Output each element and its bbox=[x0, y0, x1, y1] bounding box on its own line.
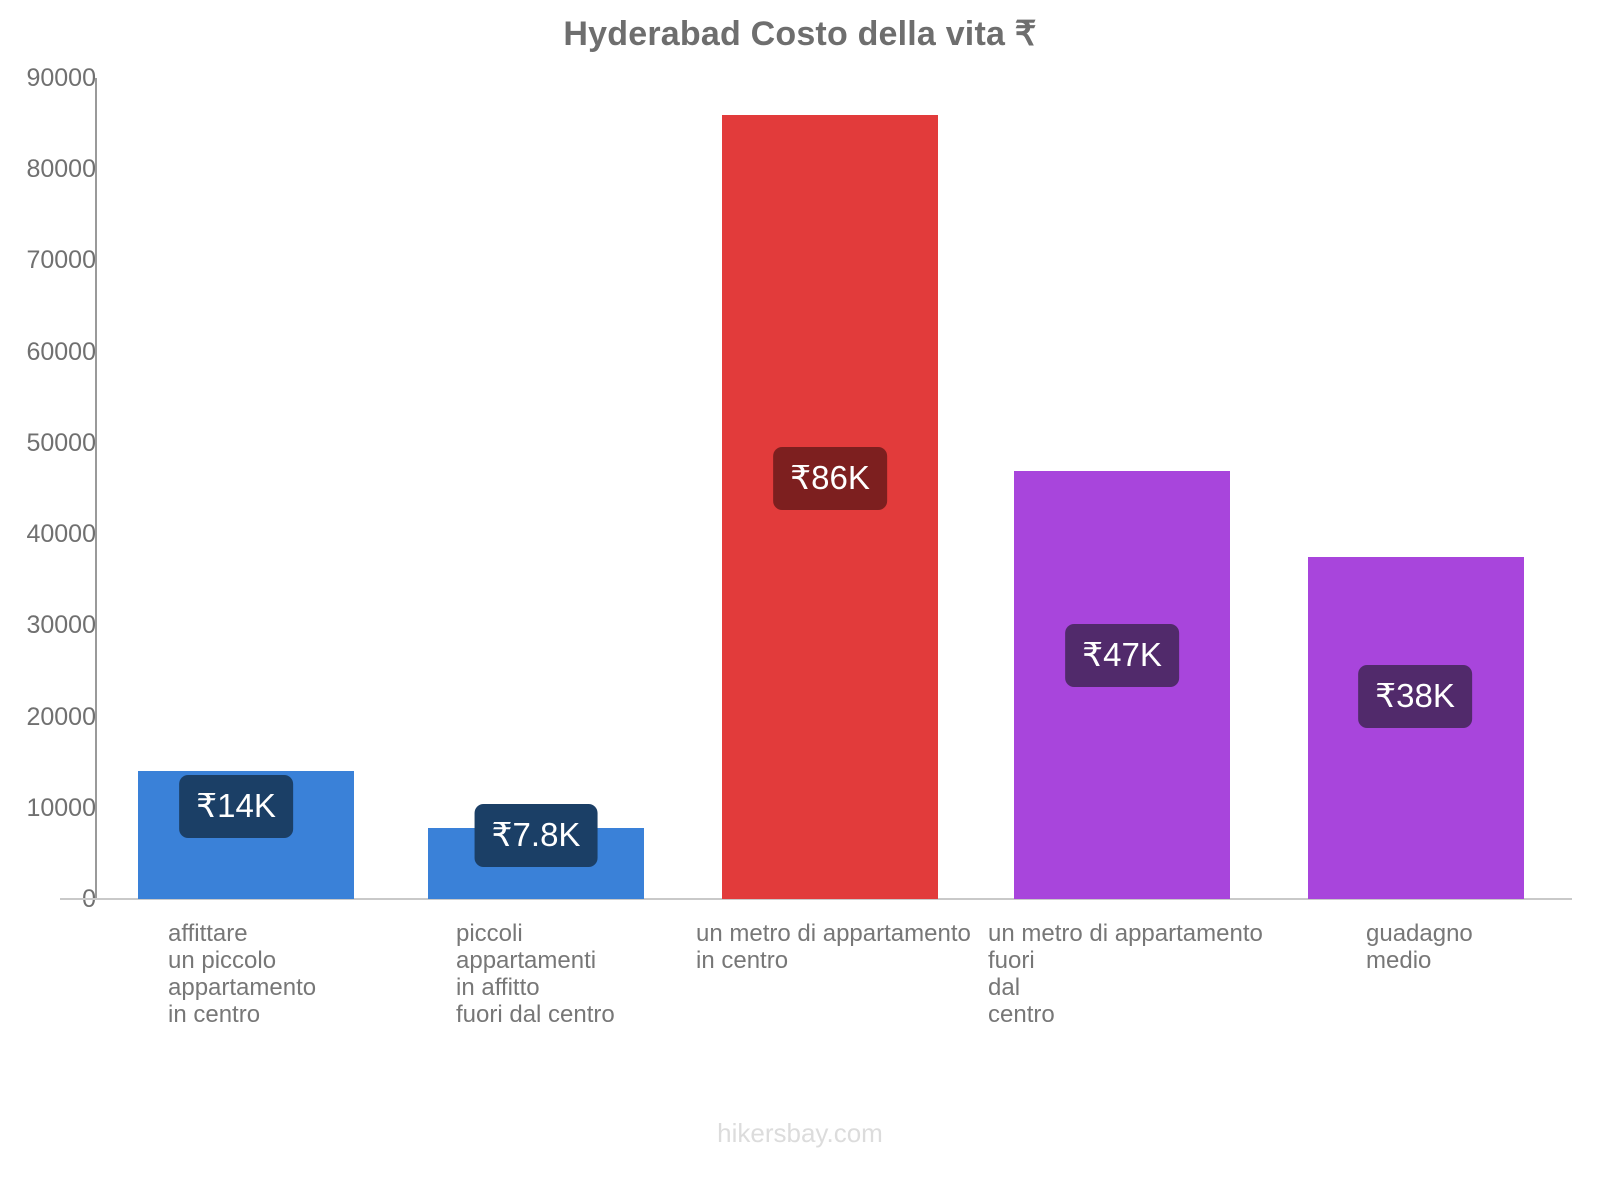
y-axis-tick: 20000 bbox=[26, 702, 96, 731]
page-title: Hyderabad Costo della vita ₹ bbox=[563, 15, 1037, 53]
category-label: guadagno medio bbox=[1366, 920, 1473, 974]
bar-value-badge: ₹47K bbox=[1065, 624, 1179, 687]
footer-attribution: hikersbay.com bbox=[717, 1118, 883, 1148]
y-axis-tick: 10000 bbox=[26, 793, 96, 822]
y-axis-tick: 40000 bbox=[26, 520, 96, 549]
y-axis-tick: 90000 bbox=[26, 64, 96, 92]
category-label: affittare un piccolo appartamento in cen… bbox=[168, 920, 317, 1028]
bar[interactable] bbox=[1308, 557, 1524, 899]
y-axis-tick: 50000 bbox=[26, 428, 96, 457]
x-axis-line bbox=[60, 898, 1572, 900]
category-label: un metro di appartamento in centro bbox=[696, 920, 971, 974]
y-axis-tick-labels: 90000 80000 70000 60000 50000 40000 30000 20000… bbox=[0, 0, 96, 1200]
category-label: piccoli appartamenti in affitto fuori da… bbox=[456, 920, 615, 1028]
y-axis-tick: 60000 bbox=[26, 337, 96, 366]
y-axis-tick: 30000 bbox=[26, 611, 96, 640]
y-axis-tick: 80000 bbox=[26, 155, 96, 184]
bar-value-badge: ₹14K bbox=[179, 775, 293, 838]
bar-value-badge: ₹86K bbox=[773, 447, 887, 510]
category-label: un metro di appartamento fuori dal centr… bbox=[988, 920, 1263, 1028]
y-axis-line bbox=[95, 78, 97, 900]
y-axis-tick: 70000 bbox=[26, 246, 96, 275]
bar-value-badge: ₹7.8K bbox=[474, 804, 598, 867]
bar-value-badge: ₹38K bbox=[1358, 665, 1472, 728]
